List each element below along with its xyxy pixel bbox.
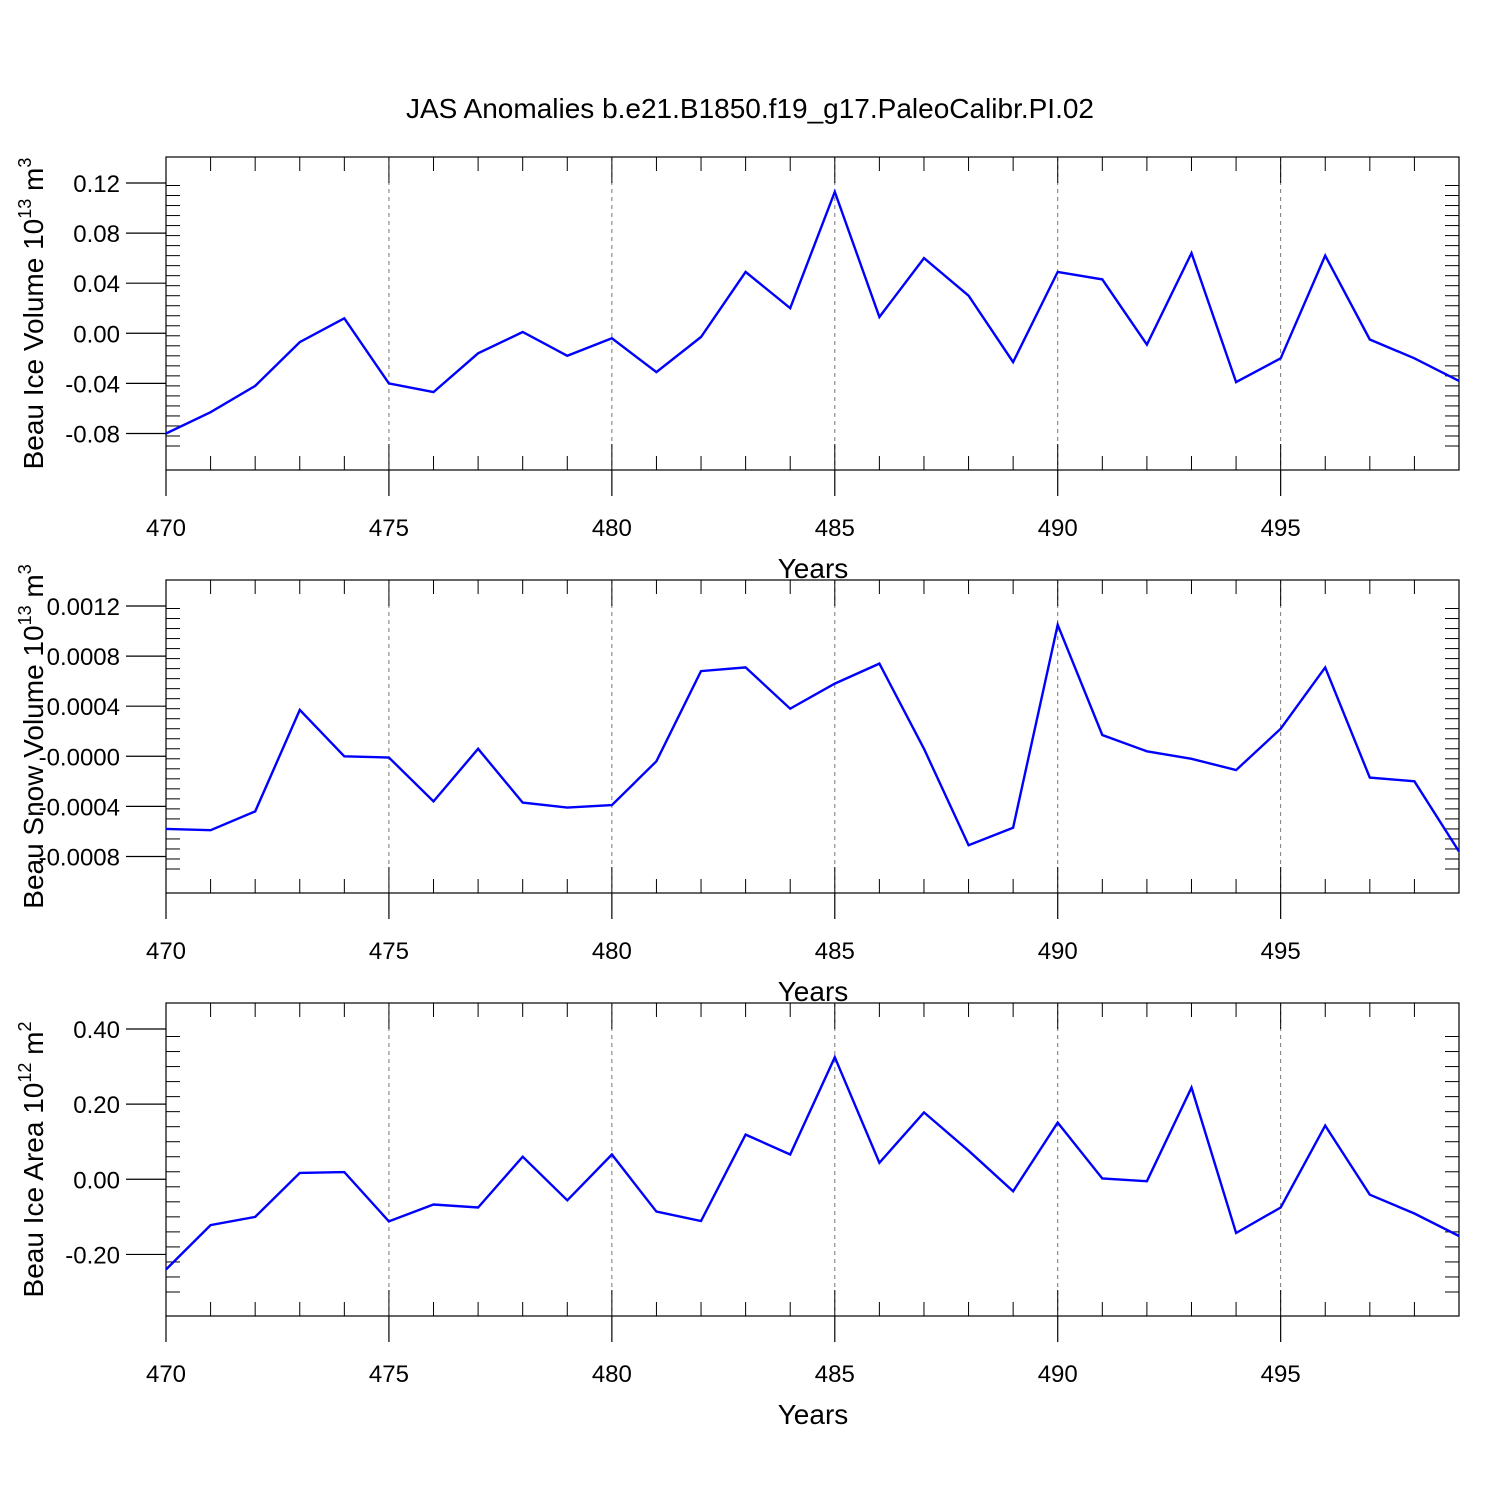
x-tick-label: 475 xyxy=(369,938,409,965)
y-tick-label: -0.0000 xyxy=(39,744,120,771)
x-axis-label: Years xyxy=(778,553,849,584)
plot-frame xyxy=(165,579,1460,894)
series-line xyxy=(165,620,1461,853)
x-tick-label: 485 xyxy=(815,938,855,965)
plot-frame xyxy=(165,1002,1460,1317)
x-tick-label: 485 xyxy=(815,1361,855,1388)
x-tick-label: 490 xyxy=(1038,938,1078,965)
y-tick-label: 0.08 xyxy=(73,221,120,248)
y-tick-label: -0.20 xyxy=(65,1242,120,1269)
series-line xyxy=(165,1054,1460,1271)
y-tick-label: 0.0004 xyxy=(47,694,120,721)
x-tick-label: 490 xyxy=(1038,515,1078,542)
x-tick-label: 480 xyxy=(592,938,632,965)
panel-1: -0.08 -0.04 0.00 0.04 0.08 0.12 470 475 480 485 49… xyxy=(15,156,1460,584)
y-tick-label: -0.04 xyxy=(65,371,120,398)
x-tick-label: 475 xyxy=(369,1361,409,1388)
x-axis-label: Years xyxy=(778,976,849,1007)
y-tick-label: 0.20 xyxy=(73,1092,120,1119)
y-tick-label: 0.40 xyxy=(73,1017,120,1044)
y-tick-label: 0.0008 xyxy=(47,644,120,671)
x-axis-label: Years xyxy=(778,1399,849,1430)
x-tick-label: 470 xyxy=(146,515,186,542)
x-tick-label: 495 xyxy=(1261,1361,1301,1388)
x-tick-label: 475 xyxy=(369,515,409,542)
panel-3: -0.20 0.00 0.20 0.40 470 475 480 485 490 495 Years… xyxy=(15,1002,1460,1430)
y-tick-label: 0.0012 xyxy=(47,594,120,621)
chart-title: JAS Anomalies b.e21.B1850.f19_g17.PaleoC… xyxy=(406,93,1094,124)
x-tick-label: 490 xyxy=(1038,1361,1078,1388)
x-tick-label: 485 xyxy=(815,515,855,542)
y-tick-label: 0.04 xyxy=(73,271,120,298)
y-tick-label: -0.08 xyxy=(65,421,120,448)
series-line xyxy=(165,188,1460,435)
x-tick-label: 495 xyxy=(1261,515,1301,542)
y-tick-label: 0.00 xyxy=(73,1167,120,1194)
y-tick-label: 0.12 xyxy=(73,171,120,198)
x-tick-label: 470 xyxy=(146,938,186,965)
x-tick-label: 480 xyxy=(592,1361,632,1388)
y-tick-label: 0.00 xyxy=(73,321,120,348)
y-axis-label: Beau Ice Volume 1013 m3 xyxy=(15,158,49,470)
x-tick-label: 480 xyxy=(592,515,632,542)
x-tick-label: 470 xyxy=(146,1361,186,1388)
y-tick-label: -0.0008 xyxy=(39,844,120,871)
y-tick-label: -0.0004 xyxy=(39,794,120,821)
plot-frame xyxy=(165,156,1460,471)
panel-2: -0.0008 -0.0004 -0.0000 0.0004 0.0008 0.0012 4… xyxy=(15,564,1461,1007)
y-axis-label: Beau Snow Volume 1013 m3 xyxy=(15,564,49,908)
y-axis-label: Beau Ice Area 1012 m2 xyxy=(15,1022,49,1298)
x-tick-label: 495 xyxy=(1261,938,1301,965)
